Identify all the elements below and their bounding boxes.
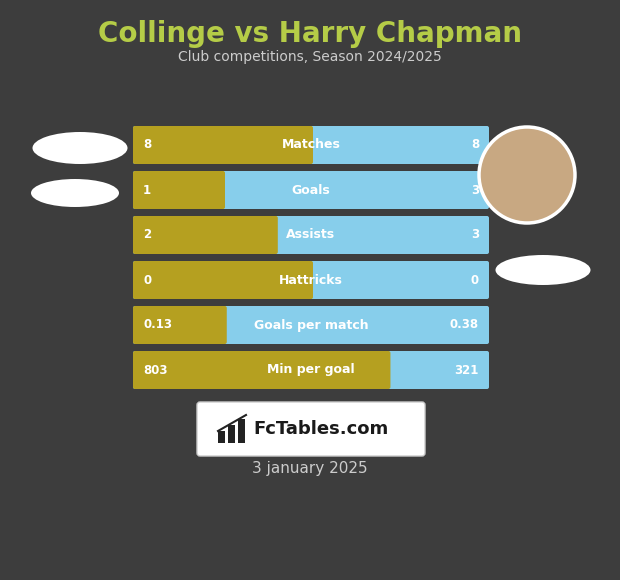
- FancyBboxPatch shape: [238, 419, 245, 443]
- Text: 3 january 2025: 3 january 2025: [252, 461, 368, 476]
- FancyBboxPatch shape: [228, 425, 235, 443]
- Ellipse shape: [32, 132, 128, 164]
- FancyBboxPatch shape: [197, 402, 425, 456]
- FancyBboxPatch shape: [133, 216, 489, 254]
- FancyBboxPatch shape: [133, 216, 278, 254]
- FancyBboxPatch shape: [133, 306, 227, 344]
- Text: 0.38: 0.38: [450, 318, 479, 332]
- Text: 3: 3: [471, 229, 479, 241]
- Text: FcTables.com: FcTables.com: [254, 420, 389, 438]
- Text: Collinge vs Harry Chapman: Collinge vs Harry Chapman: [98, 20, 522, 48]
- Ellipse shape: [31, 179, 119, 207]
- FancyBboxPatch shape: [218, 431, 225, 443]
- Text: 3: 3: [471, 183, 479, 197]
- FancyBboxPatch shape: [133, 351, 391, 389]
- Text: Min per goal: Min per goal: [267, 364, 355, 376]
- Text: 1: 1: [143, 183, 151, 197]
- FancyBboxPatch shape: [133, 306, 489, 344]
- Text: 0: 0: [471, 274, 479, 287]
- FancyBboxPatch shape: [133, 171, 489, 209]
- Text: Hattricks: Hattricks: [279, 274, 343, 287]
- FancyBboxPatch shape: [133, 261, 489, 299]
- Text: Goals: Goals: [291, 183, 330, 197]
- Text: Matches: Matches: [281, 139, 340, 151]
- Text: 803: 803: [143, 364, 167, 376]
- FancyBboxPatch shape: [133, 126, 313, 164]
- Text: 0: 0: [143, 274, 151, 287]
- Ellipse shape: [495, 255, 590, 285]
- Text: Assists: Assists: [286, 229, 335, 241]
- Text: 8: 8: [143, 139, 151, 151]
- Circle shape: [479, 127, 575, 223]
- FancyBboxPatch shape: [133, 126, 489, 164]
- Text: 2: 2: [143, 229, 151, 241]
- FancyBboxPatch shape: [133, 171, 225, 209]
- Text: Goals per match: Goals per match: [254, 318, 368, 332]
- Text: 8: 8: [471, 139, 479, 151]
- FancyBboxPatch shape: [133, 261, 313, 299]
- FancyBboxPatch shape: [133, 351, 489, 389]
- Text: 321: 321: [454, 364, 479, 376]
- Text: 0.13: 0.13: [143, 318, 172, 332]
- Text: Club competitions, Season 2024/2025: Club competitions, Season 2024/2025: [178, 50, 442, 64]
